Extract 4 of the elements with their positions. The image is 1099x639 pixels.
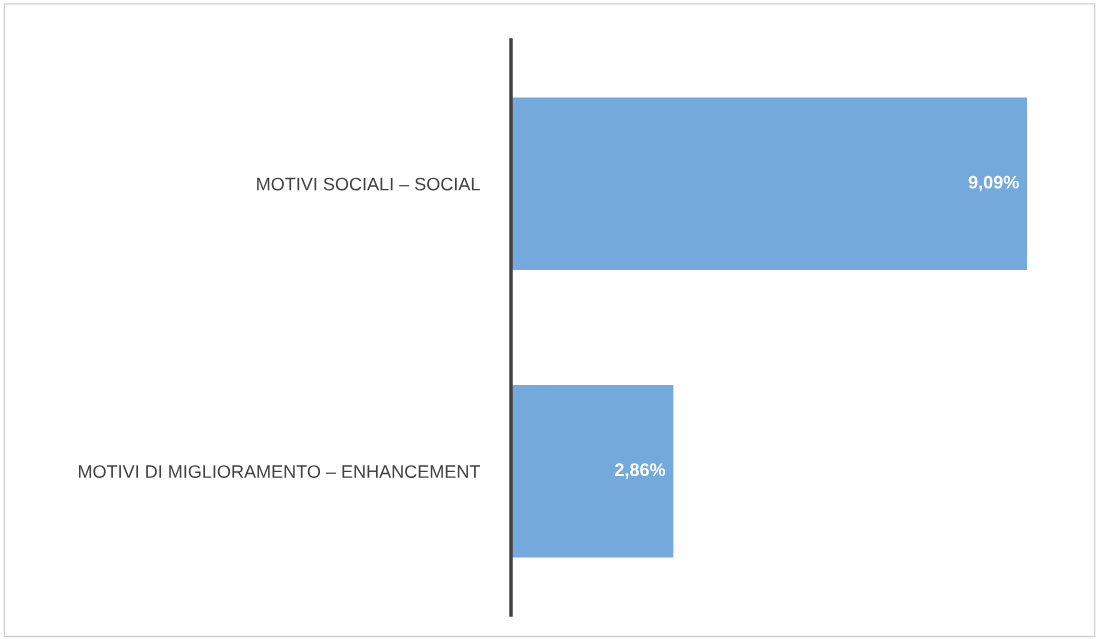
y-tick-label: MOTIVI SOCIALI – SOCIAL: [257, 177, 480, 191]
data-label: 9,09%: [968, 175, 1019, 192]
data-label: 2,86%: [615, 463, 666, 479]
y-tick-label: MOTIVI DI MIGLIORAMENTO – ENHANCEMENT: [78, 465, 481, 478]
